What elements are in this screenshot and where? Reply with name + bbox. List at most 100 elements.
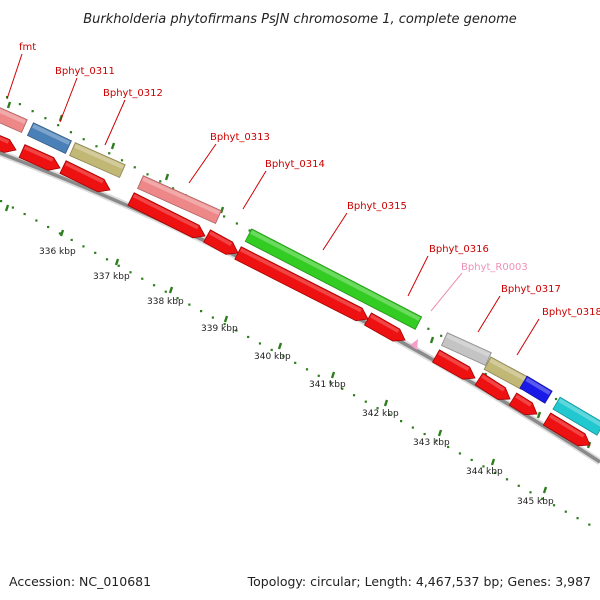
rna-feature-marker[interactable] [410, 339, 418, 350]
cds-arrow[interactable] [127, 192, 208, 243]
tick-dot [70, 238, 73, 242]
major-tick [490, 458, 496, 466]
tick-dot [282, 355, 285, 358]
accession-text: Accession: NC_010681 [9, 574, 152, 589]
tick-dot [564, 510, 567, 513]
tick-dot [552, 504, 556, 507]
gene-label-leader [188, 143, 217, 184]
gene-label[interactable]: Bphyt_0318 [542, 307, 600, 318]
feature-block[interactable] [519, 375, 553, 404]
gene-label-leader [104, 99, 126, 146]
position-label-layer: 336 kbp 337 kbp 338 kbp 339 kbp 340 kbp 341 k… [39, 247, 554, 507]
feature-block[interactable] [26, 122, 72, 154]
tick-dot [423, 432, 426, 436]
tick-dot [376, 407, 379, 410]
major-tick [437, 429, 443, 437]
gene-label[interactable]: Bphyt_0316 [429, 244, 489, 255]
major-tick [223, 315, 229, 323]
tick-dot [211, 316, 214, 319]
gene-label[interactable]: Bphyt_0312 [103, 88, 163, 99]
tick-dot [69, 131, 73, 134]
feature-block[interactable] [137, 175, 222, 225]
feature-block[interactable] [440, 332, 492, 366]
feature-block[interactable] [69, 142, 126, 179]
tick-dot [44, 117, 47, 120]
position-label: 340 kbp [254, 352, 291, 362]
feature-block[interactable] [0, 104, 28, 134]
cds-track [0, 131, 593, 451]
major-tick [6, 101, 12, 109]
cds-arrow[interactable] [18, 144, 63, 175]
cds-arrow[interactable] [474, 372, 514, 405]
tick-dot [529, 491, 532, 494]
gene-label-leader [407, 255, 429, 297]
major-tick [4, 204, 10, 212]
major-tick [168, 286, 174, 294]
gene-label[interactable]: Bphyt_0315 [347, 201, 407, 212]
gene-label-leader [242, 170, 267, 210]
gene-label[interactable]: fmt [19, 42, 36, 53]
tick-dot [541, 497, 544, 500]
tick-dot [31, 110, 34, 113]
tick-dot [400, 420, 403, 423]
cds-arrow[interactable] [203, 229, 242, 259]
position-label: 337 kbp [93, 272, 130, 282]
position-label: 345 kbp [517, 497, 554, 507]
tick-dot [82, 138, 85, 141]
major-tick [114, 258, 120, 266]
inner-tick-track [0, 200, 591, 526]
gene-label-leader [59, 77, 78, 123]
tick-dot [6, 96, 9, 99]
tick-dot [18, 103, 21, 106]
tick-dot [176, 297, 179, 300]
position-label: 344 kbp [466, 467, 503, 477]
feature-block[interactable] [552, 396, 600, 436]
cds-arrow[interactable] [542, 412, 593, 451]
tick-dot [117, 264, 120, 267]
tick-dot [47, 225, 50, 229]
gene-label-leader [6, 53, 23, 100]
position-label: 341 kbp [309, 380, 346, 390]
gene-label[interactable]: Bphyt_0317 [501, 284, 561, 295]
tick-dot [482, 465, 485, 468]
tick-dot [35, 219, 38, 222]
tick-dot [588, 523, 591, 526]
major-tick [536, 411, 542, 419]
map-title: Burkholderia phytofirmans PsJN chromosom… [83, 12, 517, 27]
tick-dot [105, 258, 109, 261]
tick-dot [152, 284, 156, 287]
cds-arrow[interactable] [0, 131, 19, 157]
tick-dot [23, 212, 26, 216]
position-label: 343 kbp [413, 438, 450, 448]
tick-dot [120, 159, 124, 162]
cds-arrow[interactable] [508, 392, 540, 420]
gene-label[interactable]: Bphyt_0314 [265, 159, 325, 170]
tick-dot [82, 245, 85, 248]
major-tick [59, 229, 65, 237]
gene-label[interactable]: Bphyt_0313 [210, 132, 270, 143]
tick-dot [235, 222, 238, 225]
position-label: 342 kbp [362, 409, 399, 419]
feature-block[interactable] [244, 228, 423, 330]
cds-arrow[interactable] [59, 160, 113, 197]
major-tick [542, 486, 548, 494]
position-label: 339 kbp [201, 324, 238, 334]
tick-dot [200, 310, 203, 313]
tick-dot [388, 413, 391, 416]
tick-dot [146, 173, 149, 176]
major-tick [429, 336, 435, 344]
major-tick [219, 206, 225, 214]
cds-arrow[interactable] [363, 312, 409, 346]
cds-arrow[interactable] [432, 349, 479, 384]
tick-dot [440, 334, 443, 337]
tick-dot [95, 145, 98, 148]
cds-arrow[interactable] [234, 246, 371, 325]
major-tick [330, 371, 336, 379]
gene-label-leader [516, 318, 540, 356]
tick-dot [317, 374, 320, 377]
tick-dot [223, 215, 226, 218]
gene-label[interactable]: Bphyt_0311 [55, 66, 115, 77]
gene-label[interactable]: Bphyt_R0003 [461, 262, 528, 273]
